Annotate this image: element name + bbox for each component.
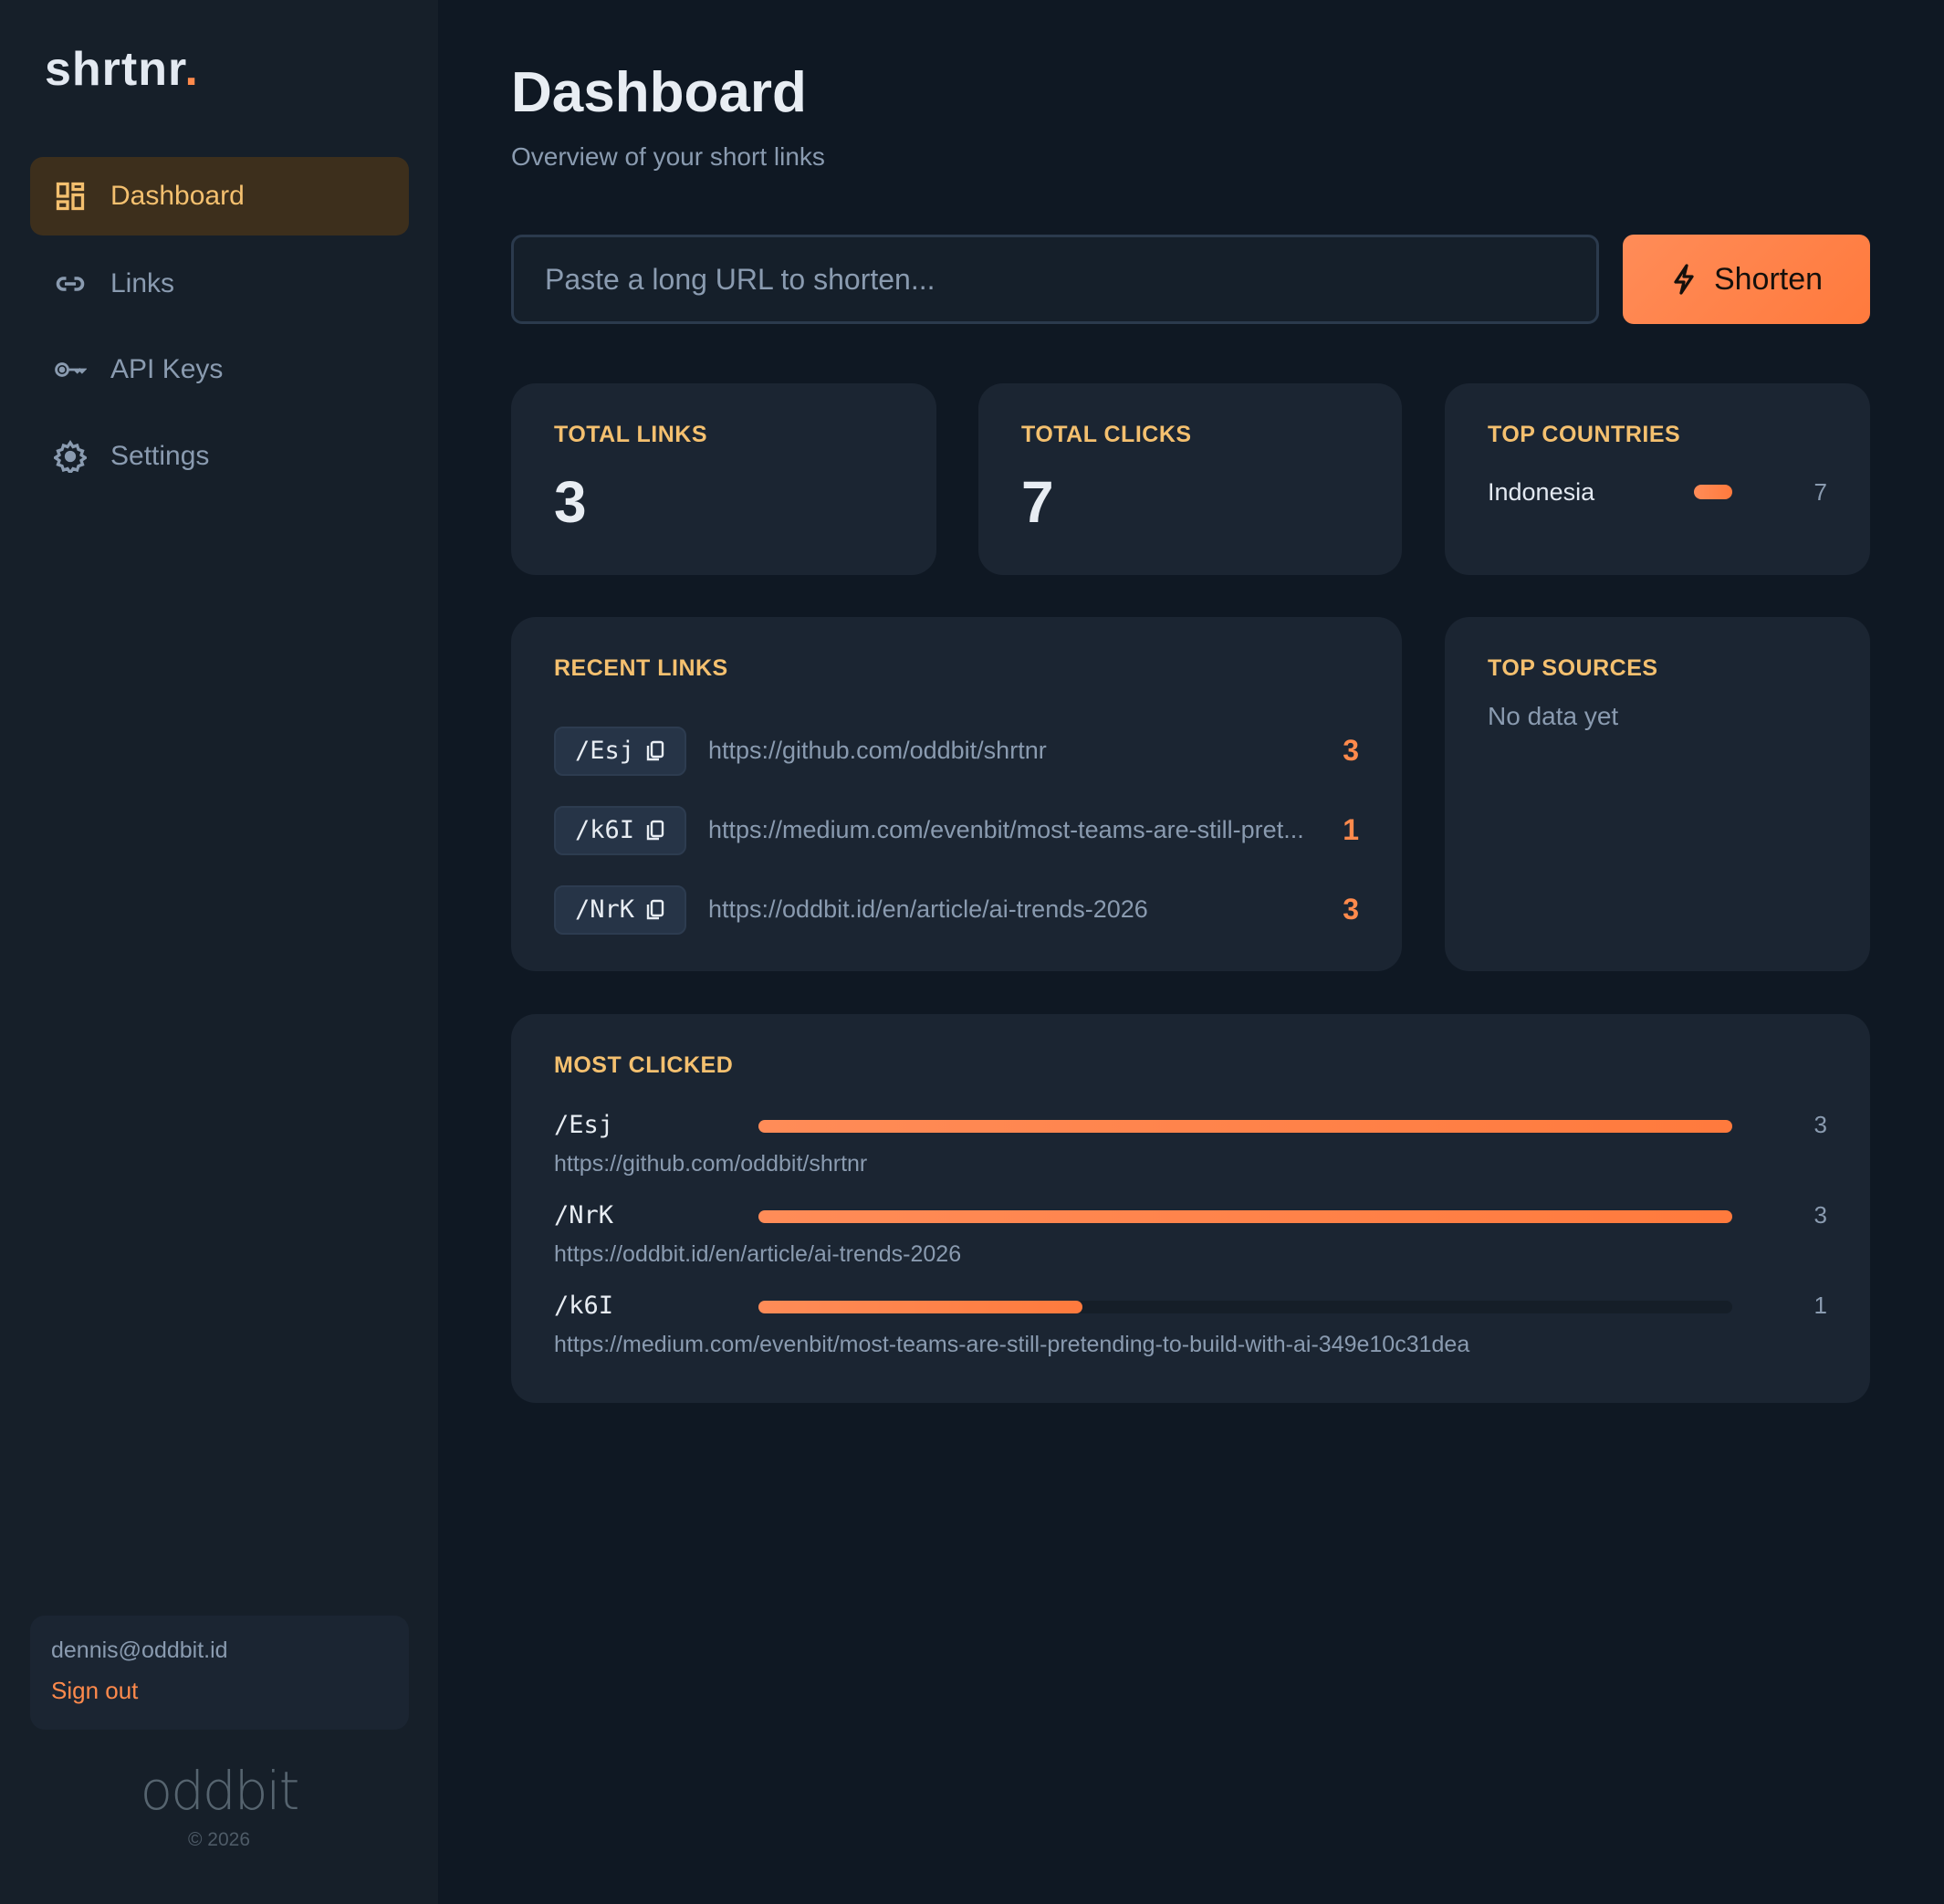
click-count: 3 [1343, 734, 1359, 767]
click-count: 3 [1813, 1201, 1827, 1229]
short-code: /Esj [554, 1111, 614, 1139]
click-count: 1 [1813, 1292, 1827, 1319]
card-label: TOTAL CLICKS [1021, 422, 1192, 447]
user-email: dennis@oddbit.id [51, 1637, 228, 1663]
dashboard-icon [56, 182, 85, 211]
original-url-link[interactable]: https://github.com/oddbit/shrtnr [554, 1151, 868, 1177]
country-row: Indonesia 7 [1488, 476, 1827, 508]
recent-link-row: /Esj https://github.com/oddbit/shrtnr 3 [554, 711, 1359, 790]
sidebar-item-label: Settings [110, 441, 210, 471]
sidebar-item-settings[interactable]: Settings [30, 417, 409, 496]
app-logo[interactable]: shrtnr. [45, 43, 199, 96]
shorten-button[interactable]: Shorten [1623, 235, 1870, 324]
sidebar-item-label: API Keys [110, 354, 224, 384]
clicks-bar [758, 1301, 1732, 1313]
original-url-link[interactable]: https://oddbit.id/en/article/ai-trends-2… [708, 895, 1148, 923]
copy-icon [646, 820, 664, 840]
long-url-input[interactable] [511, 235, 1599, 324]
copy-short-link-button[interactable]: /Esj [554, 726, 686, 776]
recent-links-card: RECENT LINKS /Esj https://github.com/oddb… [511, 617, 1402, 971]
clicks-bar [758, 1120, 1732, 1133]
empty-state: No data yet [1488, 702, 1619, 730]
link-icon [56, 277, 85, 291]
original-url-link[interactable]: https://medium.com/evenbit/most-teams-ar… [554, 1332, 1470, 1357]
user-card: dennis@oddbit.id Sign out [30, 1616, 409, 1730]
clicks-bar [758, 1210, 1732, 1223]
card-label: RECENT LINKS [554, 655, 728, 681]
card-label: TOTAL LINKS [554, 422, 707, 447]
sidebar-item-dashboard[interactable]: Dashboard [30, 157, 409, 235]
top-sources-card: TOP SOURCES No data yet [1445, 617, 1870, 971]
sidebar: shrtnr. Dashboard Links API Keys Setting… [0, 0, 438, 1904]
clicks-bar-fill [758, 1210, 1732, 1223]
most-clicked-row: /k6I 1 https://medium.com/evenbit/most-tea… [554, 1292, 1827, 1374]
short-code: /k6I [574, 816, 635, 844]
card-label: TOP COUNTRIES [1488, 422, 1681, 447]
total-links-value: 3 [554, 469, 587, 535]
country-bar-fill [1694, 485, 1732, 499]
country-bar [1694, 485, 1732, 499]
most-clicked-row: /Esj 3 https://github.com/oddbit/shrtnr [554, 1111, 1827, 1193]
short-code: /Esj [574, 737, 635, 765]
copyright: © 2026 [187, 1829, 251, 1850]
oddbit-logo: oddbit [140, 1760, 300, 1822]
gear-icon [54, 440, 87, 473]
copy-icon [646, 740, 664, 760]
total-links-card: TOTAL LINKS 3 [511, 383, 936, 575]
original-url-link[interactable]: https://oddbit.id/en/article/ai-trends-2… [554, 1241, 962, 1267]
total-clicks-card: TOTAL CLICKS 7 [978, 383, 1402, 575]
card-label: MOST CLICKED [554, 1052, 734, 1078]
copy-short-link-button[interactable]: /k6I [554, 805, 686, 855]
clicks-bar-fill [758, 1120, 1732, 1133]
country-name: Indonesia [1488, 477, 1595, 506]
click-count: 1 [1343, 813, 1359, 846]
total-clicks-value: 7 [1021, 469, 1054, 535]
sign-out-link[interactable]: Sign out [51, 1677, 139, 1704]
sidebar-item-label: Dashboard [110, 181, 245, 211]
page-title: Dashboard [511, 61, 807, 124]
key-icon [55, 362, 87, 377]
most-clicked-row: /NrK 3 https://oddbit.id/en/article/ai-tre… [554, 1201, 1827, 1283]
most-clicked-card: MOST CLICKED /Esj 3 https://github.com/odd… [511, 1014, 1870, 1403]
card-label: TOP SOURCES [1488, 655, 1658, 681]
sidebar-item-links[interactable]: Links [30, 245, 409, 323]
copy-icon [646, 899, 664, 919]
click-count: 3 [1813, 1111, 1827, 1138]
original-url-link[interactable]: https://github.com/oddbit/shrtnr [708, 737, 1047, 764]
short-code: /k6I [554, 1292, 614, 1320]
country-count: 7 [1813, 477, 1827, 506]
short-code: /NrK [574, 895, 635, 924]
short-code: /NrK [554, 1201, 614, 1229]
recent-link-row: /k6I https://medium.com/evenbit/most-team… [554, 790, 1359, 870]
clicks-bar-fill [758, 1301, 1083, 1313]
sidebar-item-label: Links [110, 268, 175, 298]
recent-link-row: /NrK https://oddbit.id/en/article/ai-tren… [554, 870, 1359, 949]
bolt-icon [1674, 264, 1694, 295]
sidebar-item-api-keys[interactable]: API Keys [30, 330, 409, 409]
click-count: 3 [1343, 893, 1359, 926]
original-url-link[interactable]: https://medium.com/evenbit/most-teams-ar… [708, 816, 1304, 843]
top-countries-card: TOP COUNTRIES Indonesia 7 [1445, 383, 1870, 575]
page-subtitle: Overview of your short links [511, 142, 825, 171]
copy-short-link-button[interactable]: /NrK [554, 884, 686, 935]
